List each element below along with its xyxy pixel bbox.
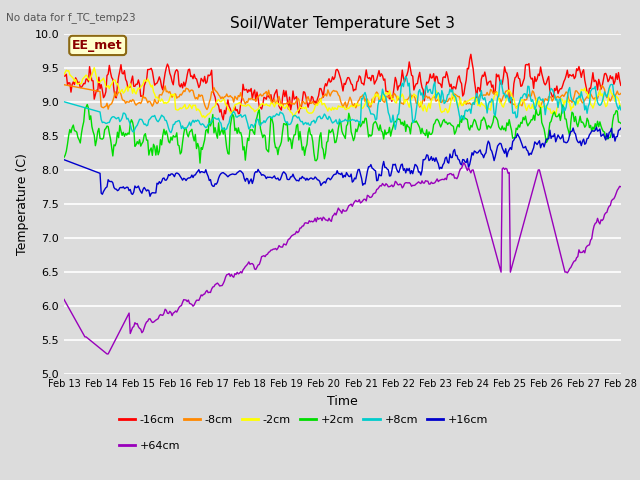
Y-axis label: Temperature (C): Temperature (C) [16, 153, 29, 255]
Title: Soil/Water Temperature Set 3: Soil/Water Temperature Set 3 [230, 16, 455, 31]
Text: No data for f_TC_temp23: No data for f_TC_temp23 [6, 12, 136, 23]
Legend: +64cm: +64cm [114, 436, 184, 455]
X-axis label: Time: Time [327, 395, 358, 408]
Text: EE_met: EE_met [72, 39, 123, 52]
